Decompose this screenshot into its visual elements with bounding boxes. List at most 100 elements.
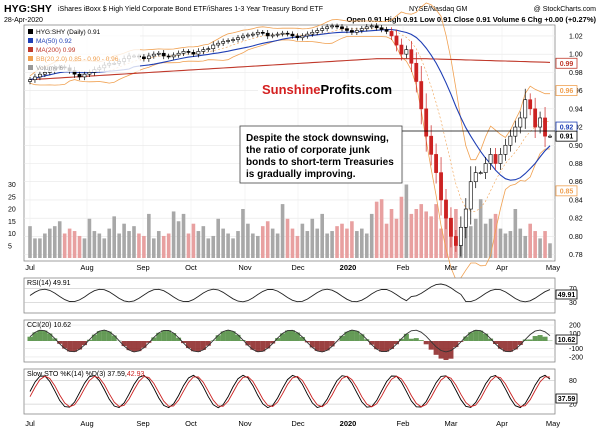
legend-entry: BB(20,2.0) 0.85 - 0.90 - 0.96 bbox=[36, 56, 119, 63]
candle-body bbox=[151, 53, 156, 57]
line-icon bbox=[28, 38, 33, 43]
volume-bar bbox=[409, 213, 414, 258]
line-icon bbox=[28, 47, 33, 52]
cci-fill-bar bbox=[493, 341, 499, 344]
cci-fill-bar bbox=[379, 341, 385, 352]
volume-bar bbox=[92, 231, 97, 258]
volume-bar bbox=[256, 235, 260, 258]
volume-bar bbox=[87, 218, 92, 258]
candle-body bbox=[379, 27, 384, 30]
volume-bar bbox=[33, 238, 37, 258]
volume-bar bbox=[236, 231, 240, 258]
cci-fill-bar bbox=[42, 330, 48, 341]
candle-body bbox=[389, 31, 394, 37]
cci-fill-bar bbox=[32, 332, 38, 341]
cci-fill-bar bbox=[195, 341, 201, 352]
candle-body bbox=[473, 172, 478, 183]
volume-bar bbox=[201, 226, 206, 258]
legend-background bbox=[25, 26, 140, 72]
volume-bar bbox=[528, 223, 532, 258]
candle-body bbox=[543, 117, 547, 137]
volume-bar bbox=[419, 204, 424, 258]
volume-bar bbox=[488, 218, 493, 258]
volume-bar bbox=[295, 235, 300, 258]
volume-bar bbox=[493, 213, 498, 258]
volume-bar bbox=[166, 233, 171, 258]
sto-label: Slow STO %K(14) %D(3) 37.59,42.93 bbox=[27, 371, 144, 378]
ma200-line bbox=[29, 58, 551, 81]
candle-body bbox=[305, 33, 310, 37]
rsi-axis-label: 30 bbox=[569, 300, 577, 307]
cci-fill-bar bbox=[324, 341, 330, 351]
cci-fill-bar bbox=[161, 330, 167, 341]
cci-axis-label: 100 bbox=[569, 331, 581, 338]
price-tag-label: 0.99 bbox=[560, 61, 574, 68]
candle-body bbox=[478, 172, 483, 174]
volume-bar bbox=[533, 231, 537, 258]
volume-tick-label: 15 bbox=[8, 219, 16, 226]
candle-body bbox=[429, 135, 434, 155]
volume-bar bbox=[52, 226, 57, 258]
volume-bar bbox=[196, 231, 201, 258]
volume-bar bbox=[414, 209, 419, 258]
candle-body bbox=[82, 73, 87, 78]
candle-body bbox=[236, 37, 240, 40]
sto-value-label: 37.59 bbox=[558, 396, 576, 403]
bb-lower-line bbox=[29, 36, 550, 281]
volume-bar bbox=[43, 233, 47, 258]
cci-fill-bar bbox=[448, 341, 454, 359]
candle-body bbox=[533, 108, 538, 128]
callout-line: the ratio of corporate junk bbox=[246, 145, 370, 156]
cci-fill-bar bbox=[77, 341, 83, 350]
candle-body bbox=[300, 35, 305, 39]
cci-fill-bar bbox=[190, 341, 196, 352]
rsi-axis-label: 70 bbox=[569, 286, 577, 293]
price-tick-label: 0.80 bbox=[569, 234, 583, 241]
cci-fill-bar bbox=[329, 341, 335, 347]
cci-fill-bar bbox=[235, 334, 241, 341]
cci-fill-bar bbox=[200, 341, 206, 350]
price-tick-label: 0.90 bbox=[569, 143, 583, 150]
legend-entry: MA(50) 0.92 bbox=[36, 38, 72, 45]
rsi-label: RSI(14) 49.91 bbox=[27, 280, 71, 287]
cci-fill-bar bbox=[156, 332, 162, 341]
cci-fill-bar bbox=[507, 341, 513, 352]
candle-body bbox=[290, 33, 295, 37]
candle-body bbox=[186, 51, 191, 53]
volume-bar bbox=[355, 231, 359, 258]
cci-fill-bar bbox=[67, 341, 73, 352]
cci-fill-bar bbox=[205, 341, 211, 346]
x-tick-label-bottom: Oct bbox=[185, 419, 198, 428]
cci-fill-bar bbox=[354, 330, 360, 341]
candle-body bbox=[33, 76, 37, 80]
cci-fill-bar bbox=[220, 331, 226, 341]
candle-body bbox=[216, 42, 221, 46]
price-tick-label: 0.86 bbox=[569, 179, 583, 186]
callout-text: Despite the stock downswing,the ratio of… bbox=[246, 133, 394, 180]
cci-fill-bar bbox=[131, 341, 137, 352]
cci-fill-bar bbox=[294, 332, 300, 341]
candle-body bbox=[315, 30, 320, 33]
volume-bar bbox=[429, 216, 433, 258]
candle-body bbox=[384, 29, 389, 32]
cci-fill-bar bbox=[81, 341, 87, 346]
candle-body bbox=[364, 26, 369, 29]
candle-body bbox=[77, 73, 82, 78]
volume-bar bbox=[498, 228, 503, 258]
volume-bar bbox=[468, 226, 473, 258]
sto-d-line bbox=[29, 375, 551, 408]
cci-fill-bar bbox=[136, 341, 142, 352]
cci-fill-bar bbox=[537, 335, 543, 341]
cci-fill-bar bbox=[438, 341, 444, 359]
x-tick-label: Feb bbox=[397, 263, 410, 272]
candle-body bbox=[176, 52, 181, 56]
x-tick-label: 2020 bbox=[340, 263, 357, 272]
candle-body bbox=[87, 72, 92, 75]
cci-fill-bar bbox=[542, 336, 548, 341]
candle-body bbox=[359, 28, 364, 31]
candle-body bbox=[444, 199, 448, 219]
price-tick-label: 1.00 bbox=[569, 52, 583, 59]
price-tick-label: 1.02 bbox=[569, 33, 583, 40]
candle-body bbox=[226, 40, 230, 42]
volume-bar bbox=[221, 228, 225, 258]
